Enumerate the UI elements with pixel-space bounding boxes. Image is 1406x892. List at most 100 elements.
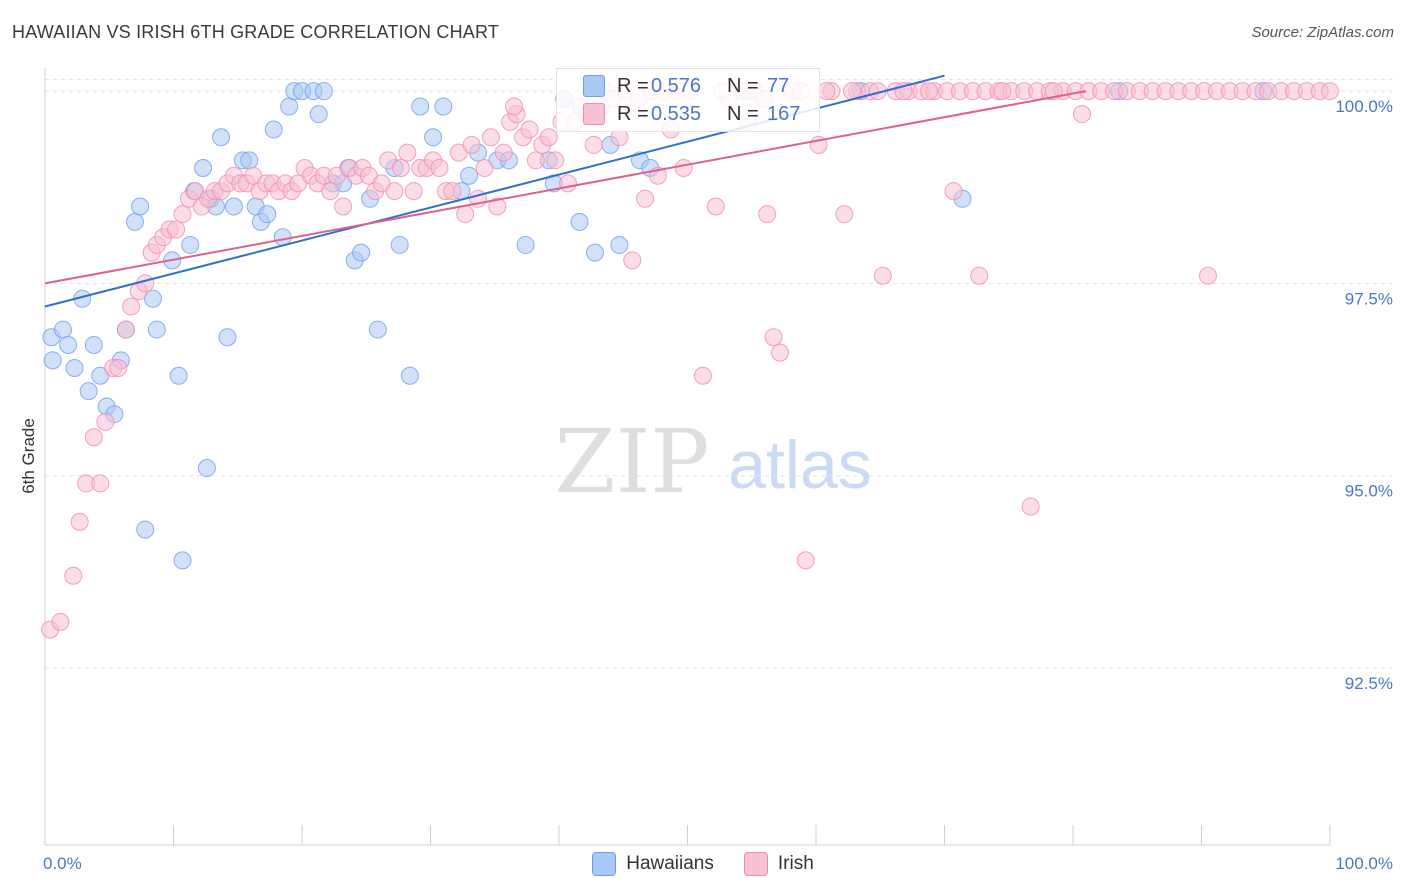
y-tick-label: 95.0% — [1345, 482, 1393, 501]
legend-label-hawaiians: Hawaiians — [626, 853, 714, 874]
stats-n-label: N = — [727, 74, 759, 97]
point-hawaiians — [194, 159, 213, 178]
point-irish — [796, 551, 815, 570]
point-hawaiians — [610, 235, 629, 254]
point-irish — [636, 189, 655, 208]
watermark-zip: ZIP — [554, 410, 709, 513]
point-hawaiians — [258, 205, 277, 224]
legend-item-irish[interactable]: Irish — [743, 852, 814, 876]
point-irish — [122, 297, 141, 316]
point-irish — [96, 412, 115, 431]
y-tick-label: 92.5% — [1345, 674, 1393, 693]
point-hawaiians — [240, 151, 259, 170]
point-irish — [520, 120, 539, 139]
point-irish — [1072, 105, 1091, 124]
point-irish — [475, 159, 494, 178]
stats-r-label: R = — [617, 102, 649, 125]
point-irish — [771, 343, 790, 362]
point-hawaiians — [352, 243, 371, 262]
legend-item-hawaiians[interactable]: Hawaiians — [592, 852, 714, 876]
point-hawaiians — [65, 359, 84, 378]
point-irish — [558, 174, 577, 193]
y-tick-label: 100.0% — [1335, 97, 1393, 116]
legend-label-irish: Irish — [777, 853, 814, 874]
point-irish — [488, 197, 507, 216]
point-hawaiians — [224, 197, 243, 216]
point-hawaiians — [136, 520, 155, 539]
tick-labels: 92.5% 95.0% 97.5% 100.0% 0.0% 100.0% 6th Grade — [19, 97, 1393, 873]
point-hawaiians — [125, 212, 144, 231]
point-hawaiians — [570, 212, 589, 231]
stats-n-label: N = — [727, 102, 759, 125]
point-irish — [1321, 82, 1339, 101]
stats-box: R = 0.576 N = 77 R = 0.535 N = 167 — [556, 68, 820, 132]
trend-line-irish — [44, 90, 1087, 285]
point-irish — [70, 512, 89, 531]
point-hawaiians — [79, 382, 98, 401]
point-irish — [167, 220, 186, 239]
point-hawaiians — [53, 320, 72, 339]
point-irish — [526, 151, 545, 170]
point-irish — [64, 566, 83, 585]
point-hawaiians — [264, 120, 283, 139]
axes — [44, 68, 1331, 846]
point-hawaiians — [197, 459, 216, 478]
stats-swatch-hawaiians — [583, 75, 605, 97]
point-hawaiians — [390, 235, 409, 254]
point-hawaiians — [309, 105, 328, 124]
point-irish — [693, 366, 712, 385]
point-irish — [109, 359, 128, 378]
point-irish — [835, 205, 854, 224]
stats-n-value-irish: 167 — [767, 102, 801, 125]
point-irish — [494, 143, 513, 162]
stats-swatch-irish — [583, 103, 605, 125]
point-irish — [920, 82, 939, 101]
point-hawaiians — [280, 97, 299, 116]
stats-n-value-hawaiians: 77 — [767, 74, 790, 97]
point-hawaiians — [169, 366, 188, 385]
data-points — [41, 82, 1339, 639]
point-hawaiians — [84, 335, 103, 354]
point-hawaiians — [424, 128, 443, 147]
point-irish — [873, 266, 892, 285]
point-irish — [51, 612, 70, 631]
point-hawaiians — [368, 320, 387, 339]
point-irish — [817, 82, 836, 101]
point-irish — [546, 151, 565, 170]
x-tick-label: 100.0% — [1335, 854, 1393, 873]
point-irish — [334, 197, 353, 216]
point-irish — [391, 159, 410, 178]
point-irish — [116, 320, 135, 339]
point-hawaiians — [131, 197, 150, 216]
point-irish — [1021, 497, 1040, 516]
point-hawaiians — [59, 335, 78, 354]
point-hawaiians — [43, 351, 62, 370]
point-irish — [321, 182, 340, 201]
point-irish — [505, 97, 524, 116]
point-irish — [136, 274, 155, 293]
point-hawaiians — [212, 128, 231, 147]
chart-title: HAWAIIAN VS IRISH 6TH GRADE CORRELATION … — [12, 22, 500, 42]
point-irish — [91, 474, 110, 493]
point-hawaiians — [516, 235, 535, 254]
point-hawaiians — [400, 366, 419, 385]
point-irish — [1198, 266, 1217, 285]
stats-r-value-hawaiians: 0.576 — [651, 74, 702, 97]
point-irish — [993, 82, 1012, 101]
point-irish — [584, 135, 603, 154]
watermark-atlas: atlas — [728, 427, 872, 503]
point-irish — [84, 428, 103, 447]
point-irish — [173, 205, 192, 224]
point-hawaiians — [434, 97, 453, 116]
point-irish — [758, 205, 777, 224]
point-hawaiians — [585, 243, 604, 262]
point-hawaiians — [411, 97, 430, 116]
point-hawaiians — [218, 328, 237, 347]
point-irish — [674, 159, 693, 178]
stats-r-label: R = — [617, 74, 649, 97]
point-irish — [539, 128, 558, 147]
legend-swatch-irish — [743, 852, 768, 876]
point-hawaiians — [147, 320, 166, 339]
point-hawaiians — [143, 289, 162, 308]
x-tick-label: 0.0% — [43, 854, 82, 873]
